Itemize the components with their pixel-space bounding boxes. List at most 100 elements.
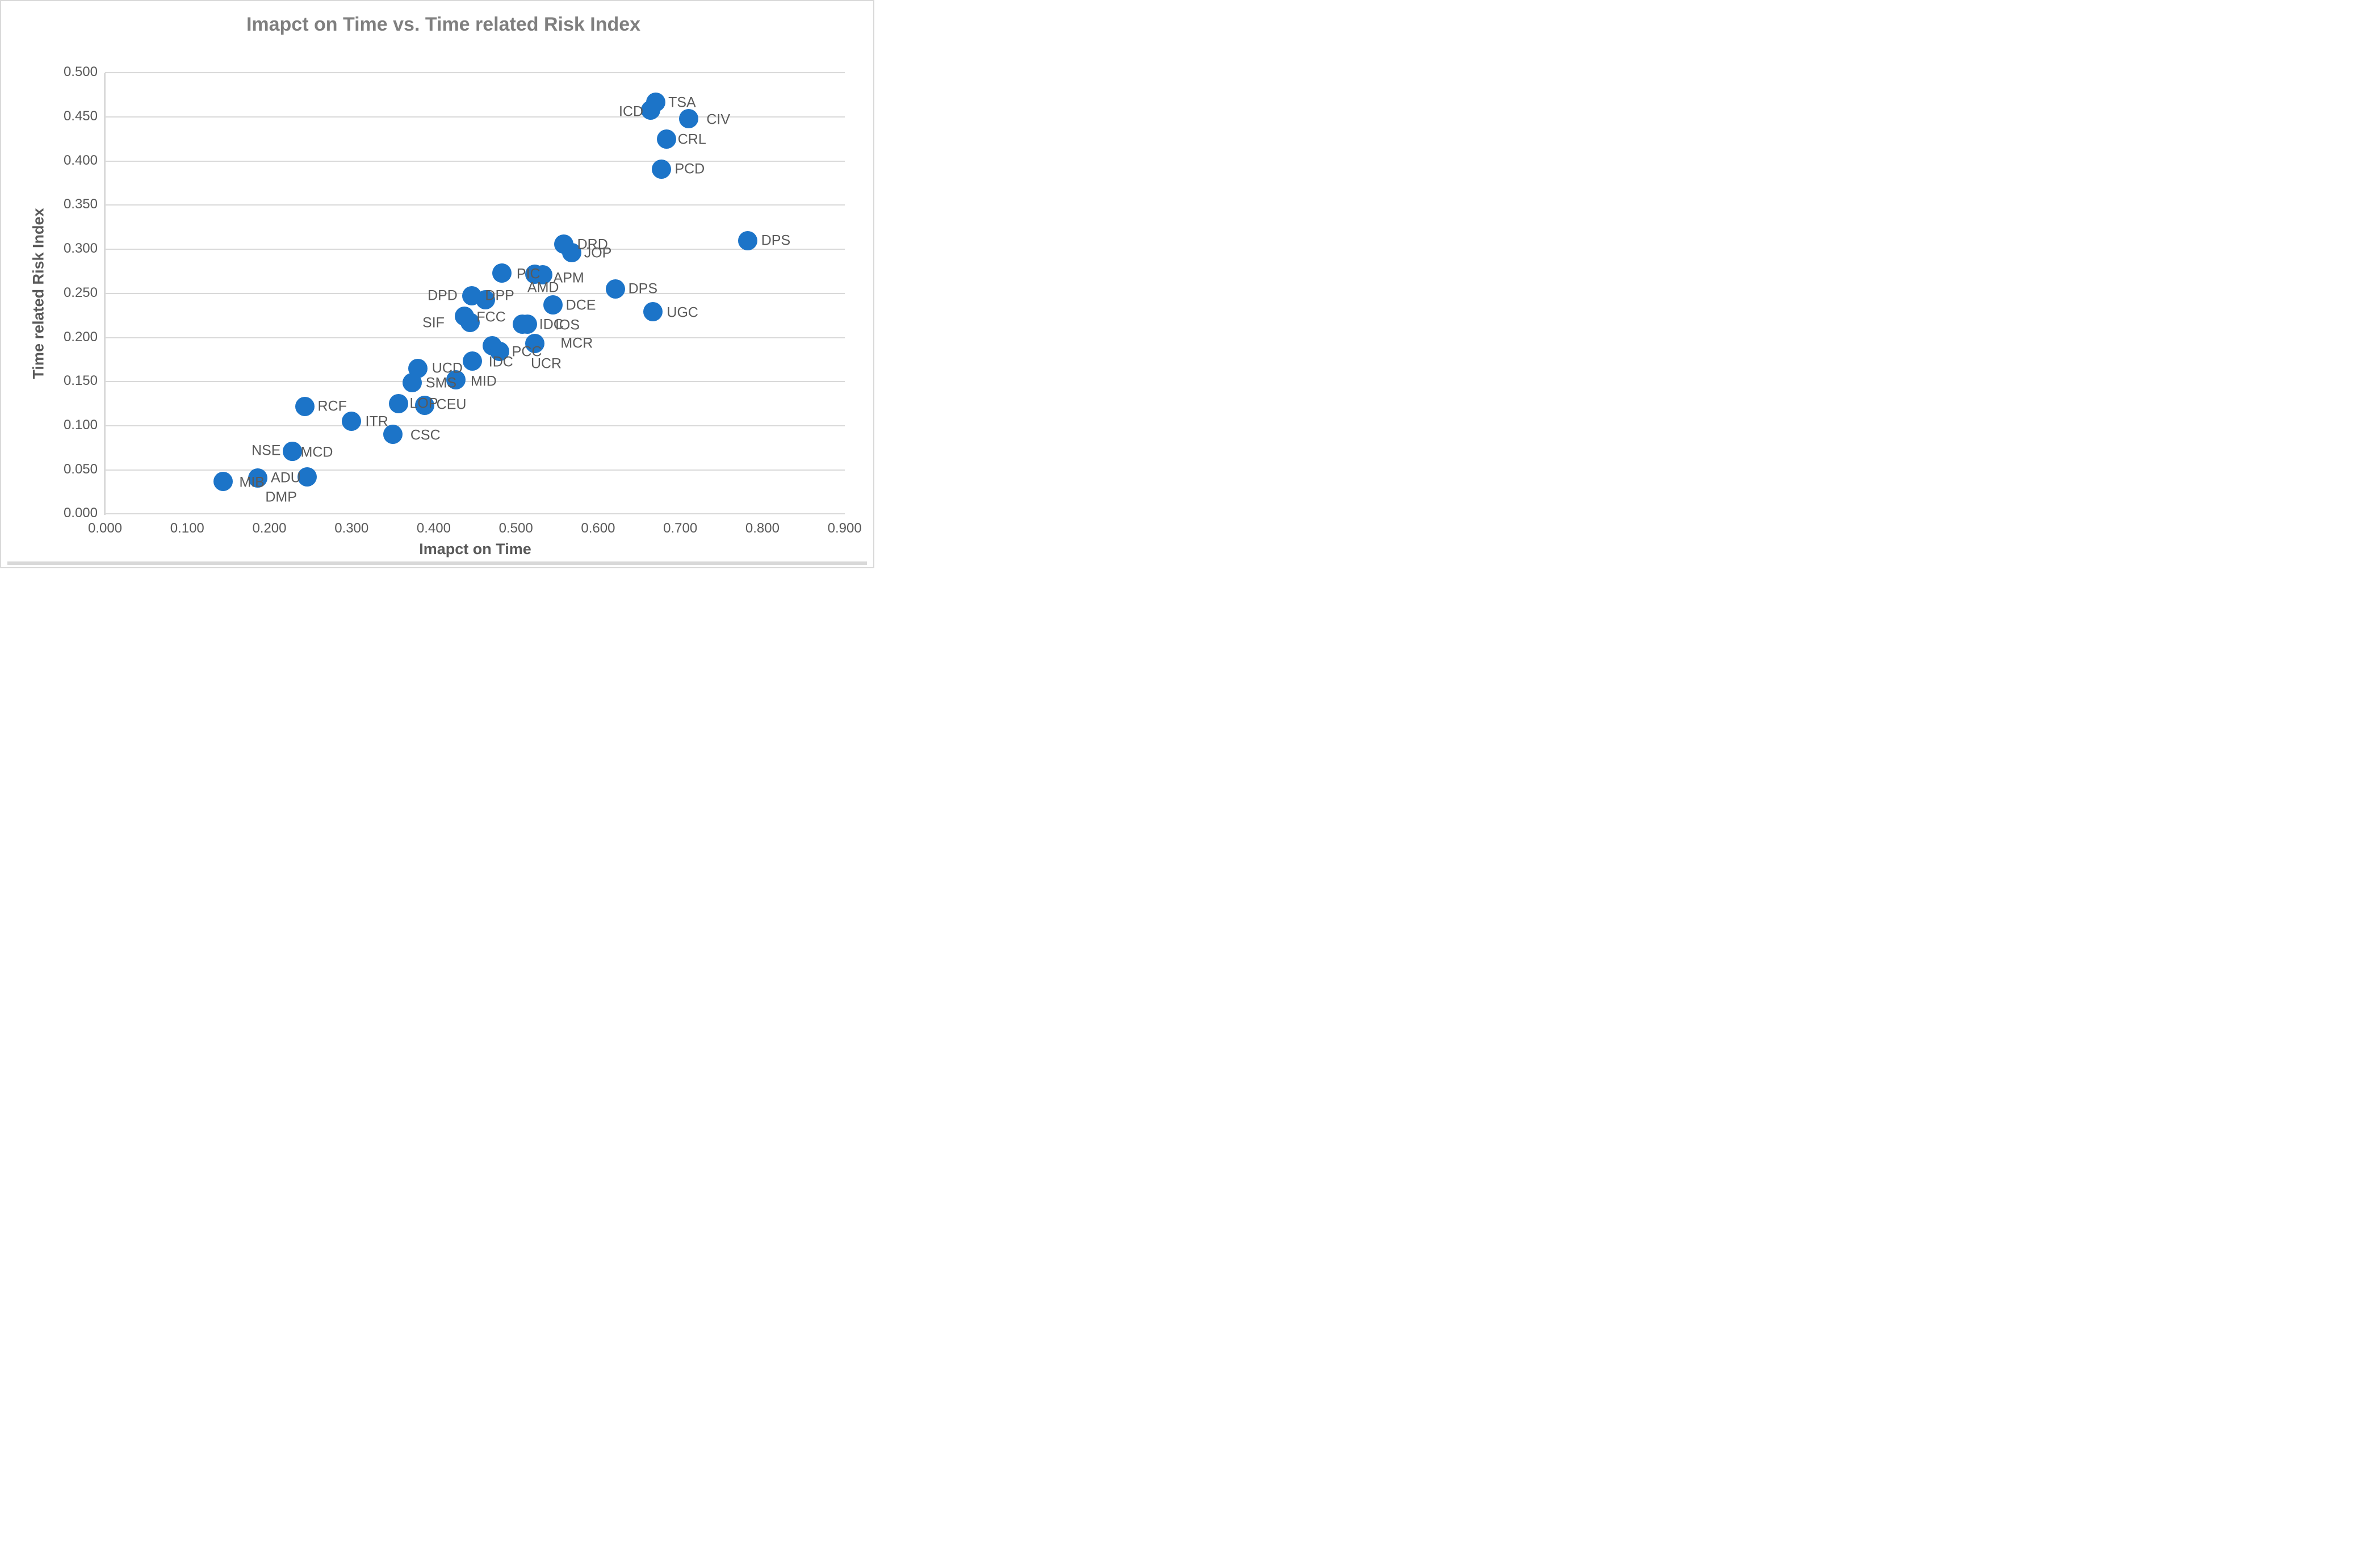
data-label-dps: DPS [628,280,658,297]
data-label-rcf: RCF [317,398,347,414]
x-tick-label: 0.000 [87,521,123,536]
x-axis-title: Imapct on Time [419,540,531,557]
data-point-sms [403,372,422,392]
gridline-y-0.150 [105,381,845,383]
data-label-civ: CIV [706,111,731,128]
gridline-y-0.000 [105,513,845,515]
data-label-apm: APM [553,270,584,286]
data-label-dce: DCE [565,297,596,313]
data-point-mid [446,370,466,390]
gridline-y-0.450 [105,116,845,118]
data-label-dpp: DPP [485,287,514,304]
y-tick-label: 0.450 [63,108,98,124]
data-point-dce [543,295,563,315]
x-tick-label: 0.700 [663,521,698,536]
x-tick-label: 0.300 [334,521,369,536]
data-label-dps: DPS [761,232,791,249]
gridline-y-0.100 [105,425,845,426]
data-label-dmp: DMP [265,489,297,505]
data-label-nse: NSE [252,442,281,459]
x-tick-label: 0.500 [498,521,533,536]
chart-bottom-border [7,561,867,565]
data-label-sif: SIF [422,315,445,331]
data-label-lop: LOP [409,395,438,412]
gridline-y-0.350 [105,204,845,206]
data-point-dps [738,230,757,250]
data-point-ucr [489,342,509,362]
data-label-icd: ICD [619,103,644,120]
x-tick-label: 0.600 [581,521,615,536]
y-tick-label: 0.000 [63,505,98,521]
data-point-idc [462,351,482,371]
chart-title: Imapct on Time vs. Time related Risk Ind… [246,14,641,35]
data-point-jop [562,243,582,263]
gridline-y-0.500 [105,72,845,74]
gridline-y-0.400 [105,160,845,162]
x-tick-label: 0.100 [170,521,204,536]
x-tick-label: 0.200 [252,521,287,536]
data-label-crl: CRL [677,131,706,148]
data-point-civ [678,109,698,129]
data-point-ceu [415,396,435,416]
data-point-rcf [295,396,315,416]
data-point-lop [388,394,408,414]
data-label-fcc: FCC [476,309,506,325]
data-point-dps [605,279,625,299]
data-label-csc: CSC [410,427,441,443]
y-tick-label: 0.400 [63,152,98,168]
scatter-chart: Imapct on Time vs. Time related Risk Ind… [0,0,874,568]
y-tick-label: 0.250 [63,284,98,300]
x-tick-label: 0.900 [827,521,862,536]
data-label-mid: MID [470,373,497,389]
y-tick-label: 0.150 [63,373,98,389]
data-label-drd: DRD [577,236,608,253]
data-point-fcc [460,313,480,333]
y-axis-line [104,73,106,515]
data-point-pic [492,263,512,283]
data-label-mcd: MCD [300,444,333,460]
data-label-idc: IDC [488,354,513,370]
data-label-tsa: TSA [668,94,696,111]
data-label-itr: ITR [365,413,388,430]
data-label-ugc: UGC [667,304,698,321]
data-label-amd: AMD [527,279,559,296]
x-tick-label: 0.400 [416,521,451,536]
data-point-apm [533,265,553,285]
data-point-dmp [298,467,317,487]
gridline-y-0.200 [105,337,845,338]
y-tick-label: 0.500 [63,64,98,80]
data-label-ucr: UCR [530,355,562,372]
y-axis-title: Time related Risk Index [30,208,47,379]
y-tick-label: 0.200 [63,329,98,345]
data-label-ios: IOS [555,317,580,333]
y-tick-label: 0.350 [63,196,98,212]
data-label-idc: IDC [539,316,564,333]
y-tick-label: 0.100 [63,417,98,433]
y-tick-label: 0.050 [63,461,98,477]
data-label-ucd: UCD [431,360,463,376]
data-point-dpp [476,290,496,309]
data-point-ios [517,315,537,334]
data-label-pcd: PCD [674,161,705,177]
data-label-mib: MIB [239,474,265,490]
data-point-pcd [651,159,671,179]
data-point-mcr [525,334,544,354]
data-point-csc [383,425,403,445]
gridline-y-0.300 [105,249,845,250]
data-label-ceu: CEU [436,396,467,413]
y-tick-label: 0.300 [63,241,98,257]
x-tick-label: 0.800 [745,521,780,536]
data-label-pic: PIC [516,266,540,282]
data-label-adu: ADU [271,469,301,486]
data-point-adu [248,468,268,488]
data-label-mcr: MCR [560,335,593,351]
data-point-itr [342,412,362,431]
data-label-pcc: PCC [512,343,542,360]
data-point-mib [213,471,233,491]
data-label-jop: JOP [584,245,612,261]
data-label-sms: SMS [425,375,457,391]
data-label-dpd: DPD [428,287,458,304]
gridline-y-0.050 [105,469,845,471]
data-point-icd [641,100,661,120]
data-point-ugc [643,302,663,322]
